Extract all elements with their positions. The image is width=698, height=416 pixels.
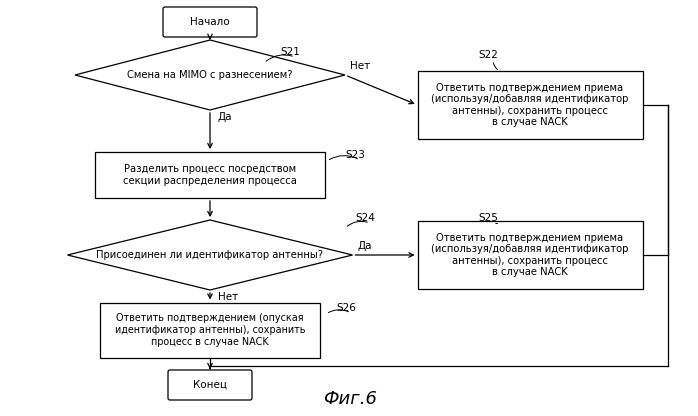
Bar [417, 221, 642, 289]
Text: Смена на MIMO с разнесением?: Смена на MIMO с разнесением? [127, 70, 292, 80]
Text: Нет: Нет [218, 292, 238, 302]
Polygon shape [75, 40, 345, 110]
Bar [95, 152, 325, 198]
Text: Ответить подтверждением (опуская
идентификатор антенны), сохранить
процесс в слу: Ответить подтверждением (опуская идентиф… [114, 313, 305, 347]
Text: S25: S25 [478, 213, 498, 223]
Bar [417, 71, 642, 139]
Text: Нет: Нет [350, 61, 370, 71]
Text: Присоединен ли идентификатор антенны?: Присоединен ли идентификатор антенны? [96, 250, 323, 260]
Text: S21: S21 [280, 47, 300, 57]
Text: Ответить подтверждением приема
(используя/добавляя идентификатор
антенны), сохра: Ответить подтверждением приема (использу… [431, 233, 629, 277]
Text: S23: S23 [345, 150, 365, 160]
Bar [100, 302, 320, 357]
Text: S22: S22 [478, 50, 498, 60]
Text: Ответить подтверждением приема
(используя/добавляя идентификатор
антенны), сохра: Ответить подтверждением приема (использу… [431, 83, 629, 127]
Text: Начало: Начало [190, 17, 230, 27]
Text: Разделить процесс посредством
секции распределения процесса: Разделить процесс посредством секции рас… [123, 164, 297, 186]
Text: S24: S24 [355, 213, 375, 223]
Polygon shape [68, 220, 352, 290]
Text: Да: Да [357, 241, 372, 251]
Text: Фиг.6: Фиг.6 [323, 390, 377, 408]
Text: Конец: Конец [193, 380, 227, 390]
Text: Да: Да [218, 112, 232, 122]
FancyBboxPatch shape [168, 370, 252, 400]
Text: S26: S26 [336, 303, 356, 313]
FancyBboxPatch shape [163, 7, 257, 37]
